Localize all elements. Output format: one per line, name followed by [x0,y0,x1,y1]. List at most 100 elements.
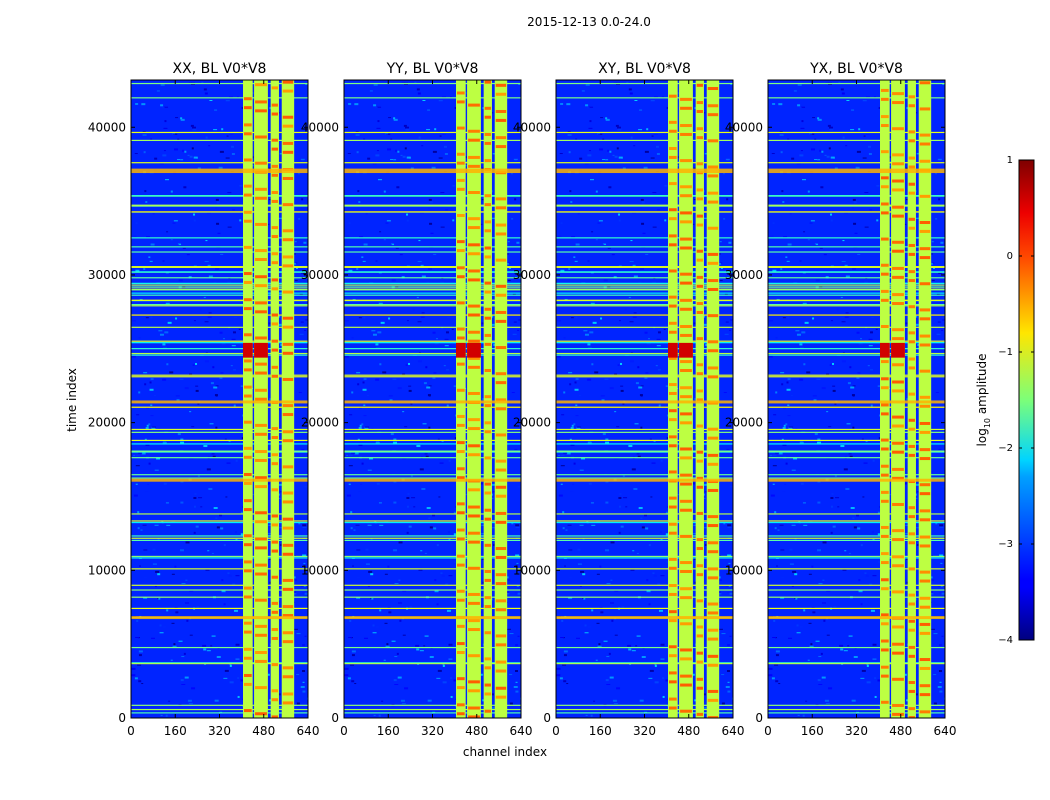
heatmap-speckle [616,147,619,150]
heatmap-speckle [446,369,450,371]
heatmap-speckle [417,321,422,323]
heatmap-speckle [218,166,223,169]
heatmap-speckle [393,117,396,120]
heatmap-speckle [906,398,909,401]
band-blob [271,488,278,492]
band-blob [696,625,703,629]
heatmap-speckle [814,243,818,245]
heatmap-speckle [856,377,860,379]
heatmap-speckle [718,593,722,595]
heatmap-speckle [635,382,639,385]
heatmap-speckle [860,603,863,606]
heatmap-speckle [639,699,644,702]
rfi-line [768,246,945,248]
heatmap-speckle [777,670,781,673]
band-blob [696,249,703,253]
heatmap-speckle [177,159,181,161]
rfi-line [556,708,733,711]
rfi-line [344,288,521,290]
hot-row [131,478,308,482]
heatmap-speckle [161,158,165,160]
band-blob [457,441,465,445]
band-blob [669,383,677,387]
heatmap-speckle [162,346,167,348]
heatmap-speckle [652,226,657,228]
heatmap-speckle [611,254,615,256]
band-blob [669,505,677,509]
band-blob [881,552,889,556]
band-blob [457,362,465,366]
heatmap-speckle [301,198,304,201]
band-blob [881,578,889,582]
heatmap-speckle [229,664,232,667]
band-blob [908,305,915,309]
band-blob [495,407,507,411]
rfi-line [131,348,308,350]
heatmap-speckle [428,517,431,519]
heatmap-speckle [605,118,610,121]
heatmap-speckle [207,316,212,318]
rfi-line [768,376,945,378]
band-blob [484,683,491,687]
band-blob [919,535,931,539]
rfi-line [768,284,945,286]
heatmap-speckle [230,365,233,367]
band-blob [696,337,703,341]
heatmap-speckle [239,582,243,585]
band-blob [495,83,507,87]
heatmap-speckle [395,247,399,249]
band-blob [244,481,252,485]
heatmap-speckle [426,507,431,510]
rfi-line [344,340,521,342]
heatmap-speckle [576,427,581,429]
heatmap-speckle [145,490,149,492]
band-blob [244,307,252,311]
band-blob [908,619,915,623]
heatmap-image [768,80,945,718]
heatmap-speckle [417,360,422,363]
heatmap-speckle [795,598,798,600]
rfi-line [556,195,733,197]
heatmap-speckle [233,609,238,612]
heatmap-speckle [144,438,147,441]
heatmap-speckle [596,573,600,575]
heatmap-speckle [772,222,775,224]
band-blob [919,421,931,425]
heatmap-speckle [800,127,805,129]
channel-band [270,80,279,718]
heatmap-speckle [227,192,232,194]
heatmap-speckle [778,683,781,685]
rfi-line [768,204,945,206]
band-blob [919,544,931,548]
band-blob [484,517,491,521]
heatmap-speckle [420,550,423,552]
heatmap-speckle [402,457,407,460]
band-blob [881,386,889,390]
heatmap-speckle [609,387,614,390]
heatmap-speckle [450,677,453,679]
band-blob [919,684,931,688]
heatmap-speckle [162,441,167,444]
band-blob [680,106,692,110]
heatmap-speckle [348,269,353,272]
band-blob [255,371,267,375]
band-blob [484,307,491,311]
heatmap-speckle [365,548,369,551]
band-blob [680,272,692,276]
heatmap-speckle [371,598,374,600]
heatmap-speckle [438,157,443,159]
heatmap-speckle [184,387,189,390]
rfi-line [131,474,308,476]
heatmap-speckle [162,343,166,346]
heatmap-speckle [303,562,306,564]
band-blob [282,666,294,670]
heatmap-speckle [655,365,658,367]
band-blob [484,342,491,346]
heatmap-speckle [834,474,837,477]
heatmap-speckle [225,496,228,498]
heatmap-speckle [850,129,855,131]
heatmap-speckle [590,302,595,304]
heatmap-speckle [871,189,876,191]
band-blob [255,537,267,541]
heatmap-speckle [395,149,398,152]
